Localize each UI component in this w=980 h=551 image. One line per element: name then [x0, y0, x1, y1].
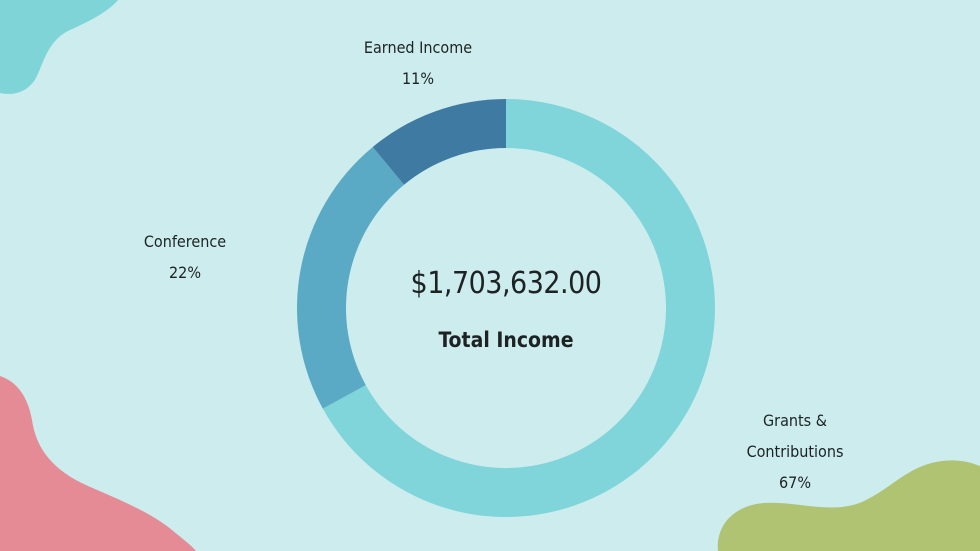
slice-label-grants: Grants & Contributions 67%: [717, 405, 873, 498]
blob-top-left: [0, 0, 118, 94]
slice-label-grants-percent: 67%: [779, 473, 811, 492]
total-amount: $1,703,632.00: [410, 266, 602, 301]
slice-label-earned-income-name: Earned Income: [363, 38, 473, 57]
slice-label-grants-line2: Contributions: [746, 442, 844, 461]
slice-label-conference: Conference 22%: [107, 226, 263, 288]
slice-earned-income: [372, 99, 506, 185]
slice-conference: [296, 146, 405, 409]
slice-label-grants-line1: Grants &: [763, 411, 827, 430]
slice-label-conference-name: Conference: [143, 232, 227, 251]
blob-bottom-left: [0, 376, 196, 551]
donut-slices: [296, 99, 715, 517]
slice-label-earned-income: Earned Income 11%: [340, 32, 496, 94]
slice-label-earned-income-percent: 11%: [402, 69, 434, 88]
blob-bottom-right: [717, 460, 980, 551]
total-caption: Total Income: [438, 328, 574, 352]
slice-label-conference-percent: 22%: [169, 263, 201, 282]
